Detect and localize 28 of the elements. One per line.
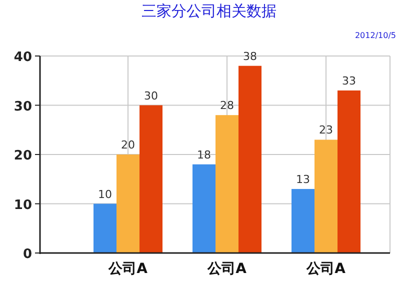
data-label: 10: [98, 188, 112, 201]
bar: [192, 164, 216, 253]
chart-title: 三家分公司相关数据: [142, 2, 276, 20]
y-tick-label: 0: [22, 247, 32, 262]
bar: [216, 115, 238, 253]
data-label: 38: [243, 50, 257, 63]
bar: [314, 140, 338, 253]
bar: [238, 66, 262, 253]
bar: [94, 204, 116, 253]
x-tick-label: 公司A: [206, 261, 247, 277]
data-label: 13: [296, 172, 310, 186]
x-tick-label: 公司A: [306, 261, 346, 277]
data-label: 30: [144, 89, 158, 102]
data-label: 28: [220, 99, 234, 112]
bar: [116, 154, 140, 253]
y-tick-label: 40: [14, 50, 32, 65]
bar: [338, 90, 360, 253]
data-label: 20: [121, 138, 135, 152]
chart-subtitle: 2012/10/5: [354, 31, 396, 40]
x-tick-label: 公司A: [108, 261, 148, 277]
y-tick-label: 10: [14, 198, 32, 213]
data-label: 23: [319, 124, 333, 137]
data-label: 33: [342, 74, 356, 88]
data-label: 18: [197, 148, 211, 162]
bar: [140, 105, 162, 253]
bar: [292, 188, 314, 253]
y-tick-label: 20: [14, 148, 32, 164]
y-tick-label: 30: [14, 99, 32, 114]
